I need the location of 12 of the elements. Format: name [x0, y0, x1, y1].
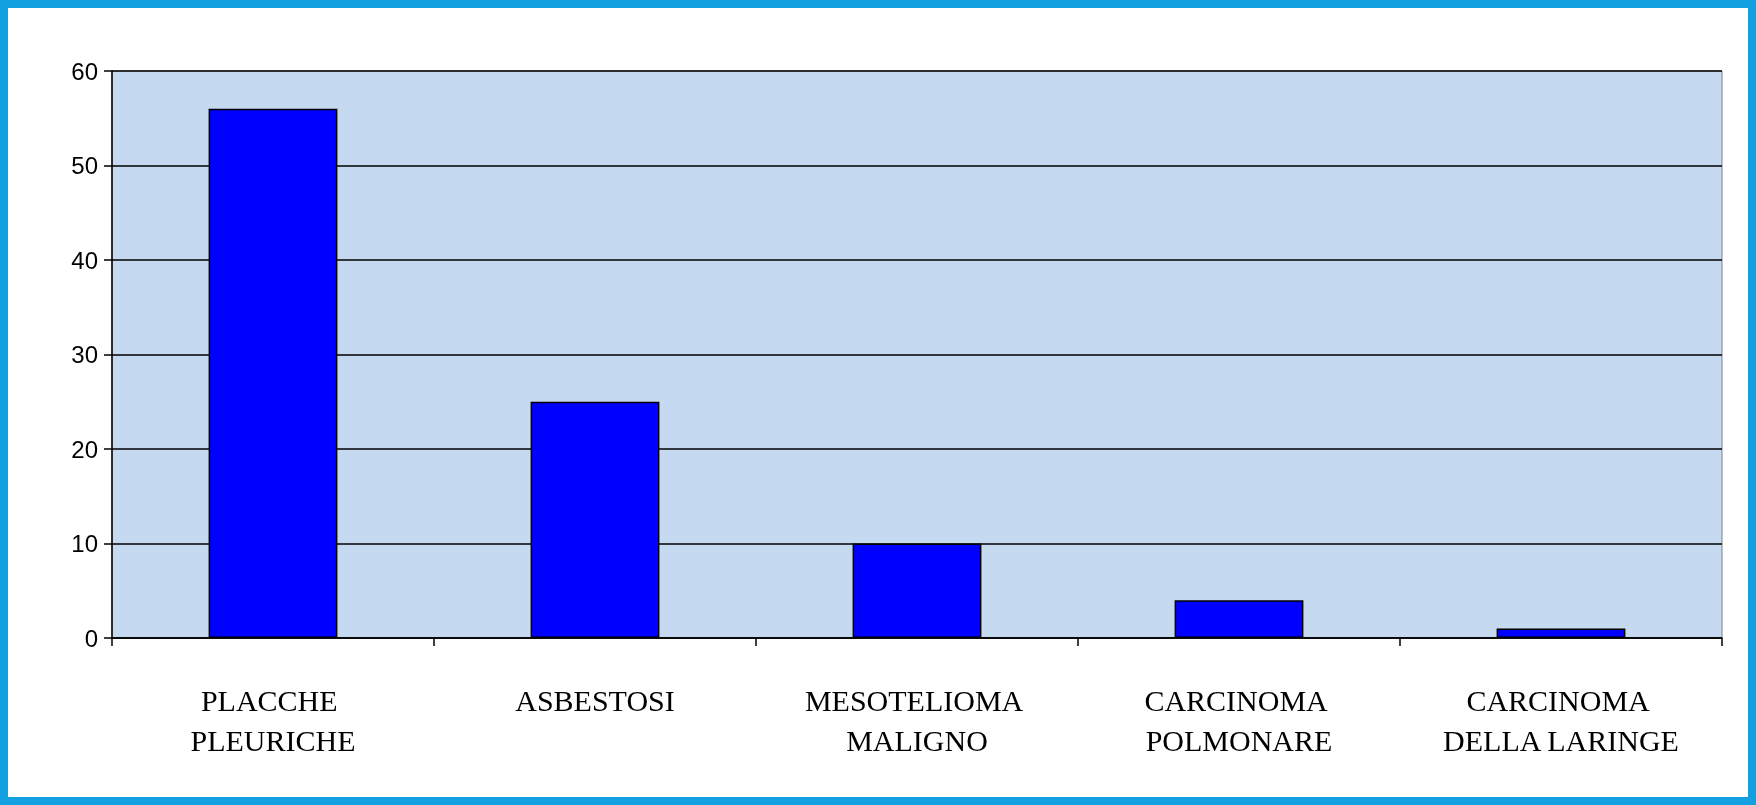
- x-tick-label: MESOTELIOMA MALIGNO: [804, 683, 1030, 757]
- y-tick-label: 50: [71, 152, 98, 179]
- x-tick-label: PLACCHE PLEURICHE: [190, 683, 356, 757]
- y-tick-label: 0: [84, 624, 98, 652]
- y-tick-label: 60: [71, 57, 98, 85]
- y-tick-label: 30: [71, 341, 98, 368]
- x-tick-label: CARCINOMA DELLA LARINGE: [1443, 683, 1679, 757]
- x-tick-label: ASBESTOSI: [515, 683, 675, 717]
- y-tick-label: 40: [71, 246, 98, 274]
- x-tick-label: CARCINOMA POLMONARE: [1144, 683, 1334, 757]
- y-tick-label: 20: [71, 435, 98, 463]
- y-tick-label: 10: [71, 530, 98, 557]
